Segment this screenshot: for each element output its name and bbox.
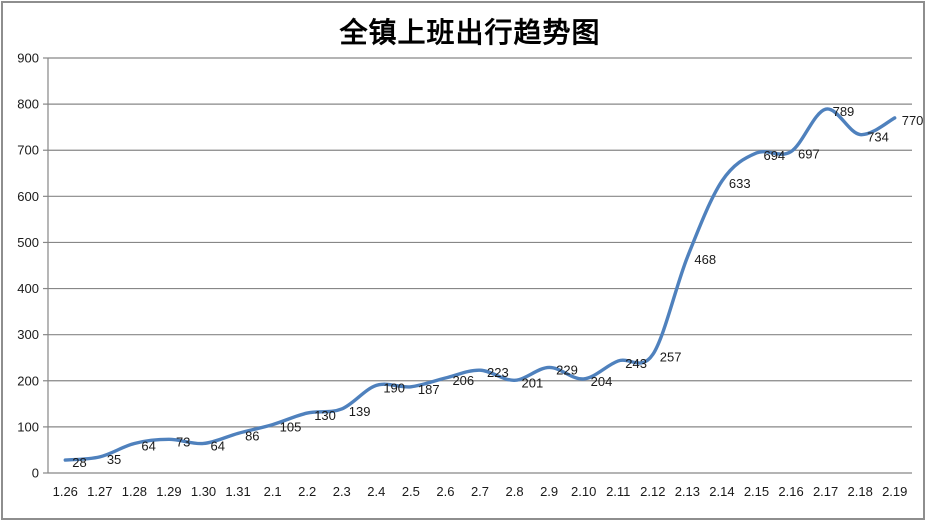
data-label: 35: [107, 452, 121, 467]
x-tick-label: 1.26: [53, 484, 78, 499]
data-label: 206: [452, 373, 474, 388]
data-label: 105: [280, 420, 302, 435]
data-label: 694: [763, 148, 785, 163]
data-label: 257: [660, 349, 682, 364]
y-tick-label: 0: [32, 466, 39, 481]
data-label: 789: [833, 104, 855, 119]
y-tick-label: 400: [17, 281, 39, 296]
chart-title: 全镇上班出行趋势图: [339, 17, 601, 48]
y-tick-label: 100: [17, 419, 39, 434]
x-tick-label: 2.10: [571, 484, 596, 499]
x-tick-label: 2.19: [882, 484, 907, 499]
x-tick-label: 2.5: [402, 484, 420, 499]
data-label: 139: [349, 404, 371, 419]
x-tick-label: 1.27: [87, 484, 112, 499]
x-tick-label: 2.1: [264, 484, 282, 499]
x-tick-label: 2.6: [436, 484, 454, 499]
data-label: 73: [176, 434, 190, 449]
data-label: 468: [694, 252, 716, 267]
y-tick-label: 800: [17, 97, 39, 112]
x-tick-label: 2.18: [848, 484, 873, 499]
x-tick-label: 1.30: [191, 484, 216, 499]
trend-line: [63, 107, 897, 462]
x-tick-label: 2.16: [778, 484, 803, 499]
y-tick-label: 900: [17, 51, 39, 66]
x-tick-label: 2.7: [471, 484, 489, 499]
x-tick-label: 1.31: [225, 484, 250, 499]
data-label: 64: [211, 438, 225, 453]
x-tick-label: 2.17: [813, 484, 838, 499]
x-tick-label: 2.3: [333, 484, 351, 499]
data-label: 204: [591, 374, 613, 389]
x-tick-label: 2.12: [640, 484, 665, 499]
data-label: 697: [798, 147, 820, 162]
x-tick-label: 2.11: [606, 484, 630, 499]
data-label: 86: [245, 428, 259, 443]
x-tick-label: 2.8: [506, 484, 524, 499]
data-label: 187: [418, 382, 440, 397]
data-label: 223: [487, 365, 509, 380]
y-tick-label: 200: [17, 373, 39, 388]
y-tick-label: 700: [17, 143, 39, 158]
y-tick-label: 300: [17, 327, 39, 342]
x-tick-label: 2.4: [367, 484, 385, 499]
data-label: 130: [314, 408, 336, 423]
x-tick-label: 2.9: [540, 484, 558, 499]
y-tick-label: 600: [17, 189, 39, 204]
data-label: 243: [625, 356, 647, 371]
data-label: 28: [72, 455, 86, 470]
x-tick-label: 2.15: [744, 484, 769, 499]
data-label: 201: [522, 375, 544, 390]
x-tick-label: 1.29: [156, 484, 181, 499]
y-tick-label: 500: [17, 235, 39, 250]
data-label: 734: [867, 130, 889, 145]
x-tick-label: 2.2: [298, 484, 316, 499]
x-tick-label: 1.28: [122, 484, 147, 499]
x-tick-label: 2.14: [709, 484, 734, 499]
x-tick-label: 2.13: [675, 484, 700, 499]
data-label: 190: [383, 380, 405, 395]
data-label: 229: [556, 362, 578, 377]
data-label: 64: [141, 438, 155, 453]
data-label: 633: [729, 176, 751, 191]
data-label: 770: [902, 113, 924, 128]
